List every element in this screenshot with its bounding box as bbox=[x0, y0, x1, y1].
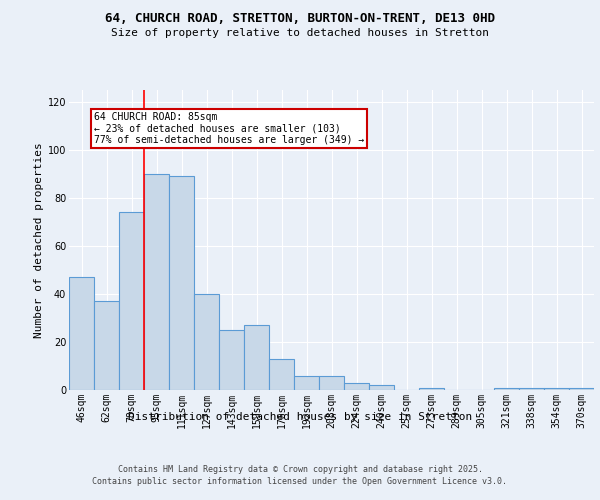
Bar bbox=[194, 294, 219, 390]
Bar bbox=[569, 388, 594, 390]
Bar bbox=[119, 212, 144, 390]
Bar bbox=[169, 176, 194, 390]
Bar bbox=[319, 376, 344, 390]
Bar bbox=[144, 174, 169, 390]
Text: 64, CHURCH ROAD, STRETTON, BURTON-ON-TRENT, DE13 0HD: 64, CHURCH ROAD, STRETTON, BURTON-ON-TRE… bbox=[105, 12, 495, 26]
Text: Distribution of detached houses by size in Stretton: Distribution of detached houses by size … bbox=[128, 412, 472, 422]
Bar bbox=[219, 330, 244, 390]
Bar bbox=[244, 325, 269, 390]
Bar bbox=[369, 385, 394, 390]
Bar bbox=[494, 388, 519, 390]
Y-axis label: Number of detached properties: Number of detached properties bbox=[34, 142, 44, 338]
Text: 64 CHURCH ROAD: 85sqm
← 23% of detached houses are smaller (103)
77% of semi-det: 64 CHURCH ROAD: 85sqm ← 23% of detached … bbox=[94, 112, 364, 145]
Bar bbox=[269, 359, 294, 390]
Bar bbox=[544, 388, 569, 390]
Text: Size of property relative to detached houses in Stretton: Size of property relative to detached ho… bbox=[111, 28, 489, 38]
Bar bbox=[344, 383, 369, 390]
Bar bbox=[294, 376, 319, 390]
Bar bbox=[94, 301, 119, 390]
Text: Contains HM Land Registry data © Crown copyright and database right 2025.: Contains HM Land Registry data © Crown c… bbox=[118, 465, 482, 474]
Bar bbox=[519, 388, 544, 390]
Bar bbox=[69, 277, 94, 390]
Text: Contains public sector information licensed under the Open Government Licence v3: Contains public sector information licen… bbox=[92, 478, 508, 486]
Bar bbox=[419, 388, 444, 390]
